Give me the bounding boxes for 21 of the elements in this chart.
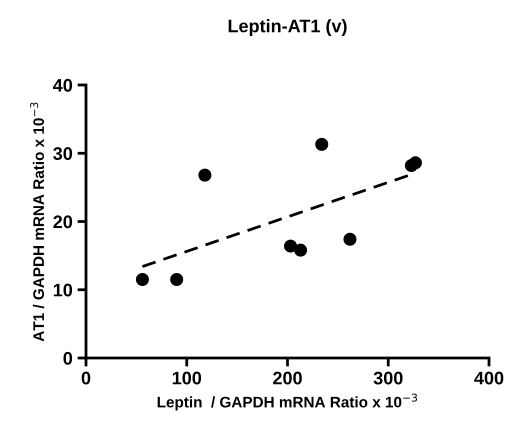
point (294, 244, 308, 257)
y-tick-label: 40 (53, 78, 72, 92)
x-axis-title: Leptin / GAPDH mRNA Ratio x 10$^{−3}$ (158, 394, 418, 411)
point (284, 240, 298, 253)
point (170, 273, 184, 286)
y-axis-title: AT1 / GAPDH mRNA Ratio x 10$^{−3}$ (30, 102, 44, 342)
chart-title: Leptin-AT1 (v) (228, 19, 347, 36)
x-tick-label: 400 (474, 372, 504, 384)
y-tick-label: 0 (63, 352, 72, 365)
point (408, 156, 422, 170)
x-tick-label: 300 (374, 372, 403, 384)
x-tick-label: 200 (273, 372, 302, 384)
y-tick-label: 30 (53, 147, 72, 160)
point (315, 138, 328, 151)
point (343, 232, 356, 246)
x-tick-label: 100 (172, 372, 202, 384)
point (198, 168, 212, 182)
y-tick-label: 20 (53, 215, 72, 228)
y-tick-label: 10 (54, 284, 72, 296)
point (136, 273, 149, 286)
x-tick-label: 0 (82, 372, 90, 384)
